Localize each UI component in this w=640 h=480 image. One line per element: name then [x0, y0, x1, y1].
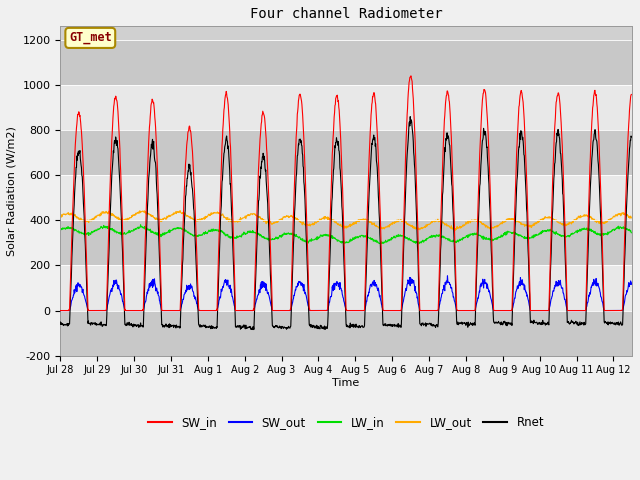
SW_out [170, 308, 177, 313]
Title: Four channel Radiometer: Four channel Radiometer [250, 7, 442, 21]
Line: Rnet: Rnet [60, 117, 632, 330]
LW_in [273, 235, 281, 241]
LW_out [628, 215, 636, 221]
SW_out [628, 280, 636, 286]
LW_out [221, 215, 229, 220]
SW_out [221, 277, 229, 283]
LW_out [177, 208, 184, 214]
SW_in [221, 95, 229, 100]
LW_out [490, 225, 497, 230]
Y-axis label: Solar Radiation (W/m2): Solar Radiation (W/m2) [7, 126, 17, 256]
SW_in [56, 308, 64, 313]
Bar [60, 220, 632, 265]
LW_out [452, 228, 460, 233]
Line: SW_out: SW_out [60, 276, 632, 311]
Rnet [553, 139, 561, 144]
Line: LW_out: LW_out [60, 211, 632, 230]
Text: GT_met: GT_met [69, 31, 111, 45]
LW_out [170, 210, 177, 216]
LW_in [415, 241, 422, 247]
SW_in [552, 99, 560, 105]
SW_out [552, 278, 560, 284]
LW_in [170, 226, 178, 231]
X-axis label: Time: Time [332, 378, 360, 388]
SW_out [159, 308, 167, 313]
Rnet [170, 324, 177, 330]
SW_out [56, 308, 64, 313]
LW_out [273, 219, 281, 225]
Rnet [628, 134, 636, 140]
Line: SW_in: SW_in [60, 76, 632, 311]
SW_out [489, 304, 497, 310]
Line: LW_in: LW_in [60, 225, 632, 244]
Rnet [273, 324, 281, 330]
Bar [60, 311, 632, 356]
Bar [60, 40, 632, 85]
Bar [60, 265, 632, 311]
LW_in [137, 222, 145, 228]
Bar [60, 130, 632, 175]
LW_out [159, 216, 167, 221]
Rnet [490, 311, 497, 316]
SW_in [159, 308, 167, 313]
SW_out [273, 308, 281, 313]
Bar [60, 85, 632, 130]
LW_in [221, 232, 229, 238]
LW_in [628, 230, 636, 236]
Rnet [159, 324, 167, 330]
SW_in [628, 92, 636, 97]
SW_in [170, 308, 177, 313]
Legend: SW_in, SW_out, LW_in, LW_out, Rnet: SW_in, SW_out, LW_in, LW_out, Rnet [143, 411, 549, 433]
SW_in [489, 277, 497, 283]
SW_in [407, 73, 415, 79]
Rnet [250, 327, 257, 333]
Rnet [221, 143, 229, 148]
LW_out [553, 217, 561, 223]
Bar [60, 175, 632, 220]
LW_in [553, 231, 561, 237]
LW_out [56, 216, 64, 221]
LW_in [490, 238, 497, 243]
SW_out [444, 273, 451, 279]
LW_in [56, 227, 64, 233]
Rnet [56, 319, 64, 325]
Rnet [406, 114, 414, 120]
SW_in [273, 308, 281, 313]
LW_in [159, 231, 167, 237]
